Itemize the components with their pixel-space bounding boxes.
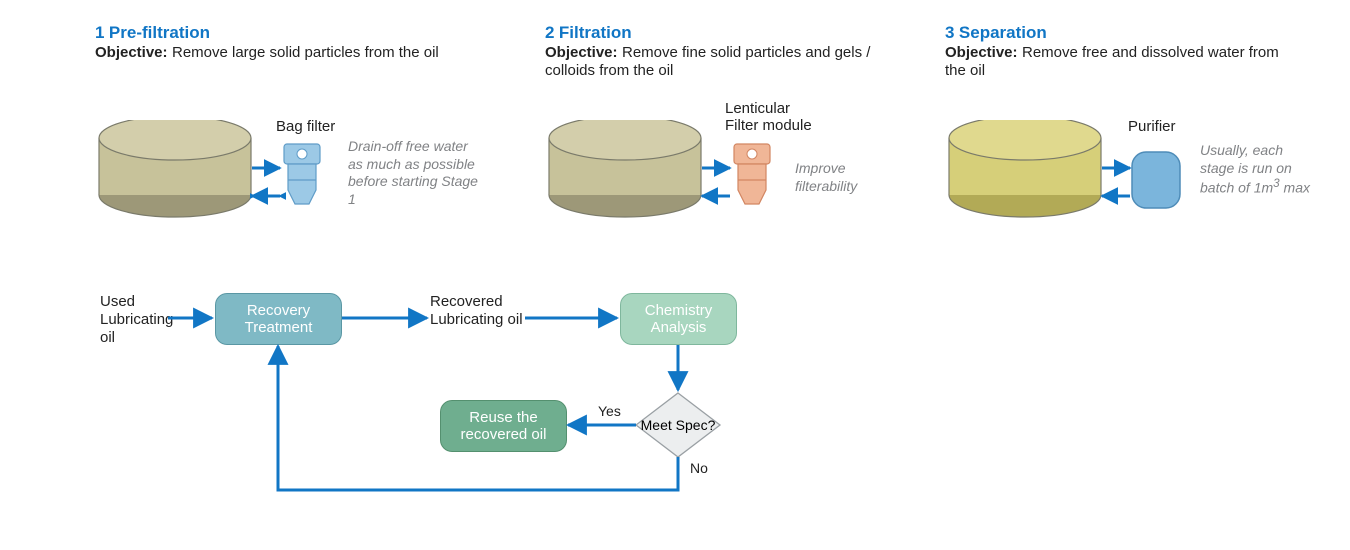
stage-3-obj-label: Objective:: [945, 44, 1018, 61]
stage-3-arrows-icon: [1100, 158, 1136, 208]
stage-1-obj-label: Objective:: [95, 44, 168, 61]
reuse-box: Reuse the recovered oil: [440, 400, 567, 452]
meet-spec-text: Meet Spec?: [633, 390, 723, 460]
stage-2-title: Filtration: [559, 23, 632, 42]
yes-label: Yes: [598, 403, 621, 419]
stage-3-objective: Objective: Remove free and dissolved wat…: [945, 44, 1285, 80]
chemistry-analysis-text: Chemistry Analysis: [621, 302, 736, 336]
stage-1-objective: Objective: Remove large solid particles …: [95, 44, 495, 62]
stage-2-note: Improve filterability: [795, 160, 895, 195]
stage-3-title: Separation: [959, 23, 1047, 42]
stage-2-objective: Objective: Remove fine solid particles a…: [545, 44, 875, 80]
stage-1-num: 1: [95, 23, 104, 42]
stage-2-header: 2 Filtration: [545, 23, 632, 43]
recovery-treatment-box: Recovery Treatment: [215, 293, 342, 345]
stage-3-filter-label: Purifier: [1128, 118, 1198, 135]
chemistry-analysis-box: Chemistry Analysis: [620, 293, 737, 345]
stage-2-obj-label: Objective:: [545, 44, 618, 61]
stage-1-note: Drain-off free water as much as possible…: [348, 138, 478, 208]
stage-1-filter-label: Bag filter: [276, 118, 340, 135]
stage-3-header: 3 Separation: [945, 23, 1047, 43]
stage-2-filter-label: Lenticular Filter module: [725, 100, 825, 134]
no-label: No: [690, 460, 708, 476]
flow-mid-label: Recovered Lubricating oil: [430, 293, 525, 329]
flowchart-arrows: [0, 0, 1350, 550]
stage-1-header: 1 Pre-filtration: [95, 23, 210, 43]
stage-2-arrows-icon: [700, 158, 736, 208]
stage-3-num: 3: [945, 23, 954, 42]
flow-in-label: Used Lubricating oil: [100, 293, 180, 347]
purifier-icon: [1128, 148, 1188, 218]
stage-2-num: 2: [545, 23, 554, 42]
stage-3-note: Usually, each stage is run on batch of 1…: [1200, 142, 1310, 197]
stage-1-obj-text: Remove large solid particles from the oi…: [172, 44, 439, 61]
stage-1-arrows-icon: [250, 158, 286, 208]
reuse-text: Reuse the recovered oil: [441, 409, 566, 443]
stage-1-title: Pre-filtration: [109, 23, 210, 42]
recovery-treatment-text: Recovery Treatment: [216, 302, 341, 336]
